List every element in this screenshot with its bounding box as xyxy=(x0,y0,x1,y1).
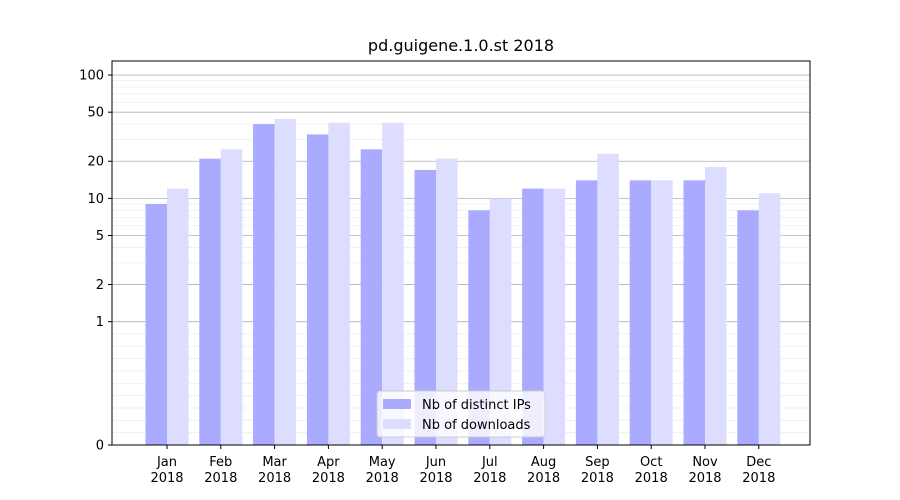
bar-distinct-ips xyxy=(468,210,490,445)
bar-downloads xyxy=(220,149,243,445)
bar-distinct-ips xyxy=(199,158,221,445)
bar-distinct-ips xyxy=(575,180,598,445)
bar-distinct-ips xyxy=(737,210,759,445)
y-tick-label: 5 xyxy=(96,229,104,244)
x-tick-label: Feb 2018 xyxy=(204,455,237,486)
bar-downloads xyxy=(328,122,350,445)
x-tick-label: Aug 2018 xyxy=(527,455,560,486)
bar-distinct-ips xyxy=(360,149,383,445)
legend-label: Nb of distinct IPs xyxy=(422,398,531,413)
legend: Nb of distinct IPs Nb of downloads xyxy=(376,390,546,438)
legend-box xyxy=(376,390,546,438)
bar-distinct-ips xyxy=(414,169,436,445)
bar-downloads xyxy=(167,188,189,446)
x-tick-label: Sep 2018 xyxy=(581,455,614,486)
bar-distinct-ips xyxy=(253,124,275,445)
y-tick-label: 1 xyxy=(96,315,104,330)
bar-downloads xyxy=(597,153,619,445)
y-tick-label: 50 xyxy=(87,106,104,121)
bar-distinct-ips xyxy=(306,134,329,446)
x-tick-label: May 2018 xyxy=(366,455,399,486)
chart-title: pd.guigene.1.0.st 2018 xyxy=(368,36,554,55)
bar-distinct-ips xyxy=(683,180,705,445)
x-tick-label: Nov 2018 xyxy=(688,455,721,486)
legend-swatch xyxy=(383,419,411,429)
y-tick-label: 0 xyxy=(96,439,104,454)
bar-downloads xyxy=(382,122,404,445)
bar-distinct-ips xyxy=(629,180,652,445)
bar-distinct-ips xyxy=(145,204,167,445)
bar-distinct-ips xyxy=(522,188,544,446)
x-tick-label: Jul 2018 xyxy=(473,455,506,486)
y-tick-label: 10 xyxy=(87,192,104,207)
plot-frame xyxy=(111,60,811,446)
bar-downloads xyxy=(489,198,512,445)
bar-downloads xyxy=(274,119,297,446)
legend-swatch xyxy=(383,399,411,409)
bars xyxy=(145,119,781,446)
x-axis: Jan 2018 Feb 2018 Mar 2018 Apr 2018 May 2018 Jun 20… xyxy=(150,445,775,486)
bar-downloads xyxy=(436,158,458,445)
x-tick-label: Mar 2018 xyxy=(258,455,291,486)
x-tick-label: Oct 2018 xyxy=(635,455,668,486)
y-tick-label: 20 xyxy=(87,155,104,170)
x-tick-label: Jan 2018 xyxy=(150,455,183,486)
legend-label: Nb of downloads xyxy=(422,418,531,433)
bar-downloads xyxy=(705,166,727,445)
x-tick-label: Dec 2018 xyxy=(742,455,775,486)
x-tick-label: Apr 2018 xyxy=(312,455,345,486)
bar-downloads xyxy=(543,188,566,446)
bar-downloads xyxy=(651,180,673,445)
y-tick-label: 100 xyxy=(79,69,104,84)
x-tick-label: Jun 2018 xyxy=(419,455,452,486)
y-tick-label: 2 xyxy=(96,278,104,293)
bar-downloads xyxy=(758,193,781,445)
y-axis: 0 1 2 5 10 20 50 100 xyxy=(79,69,112,454)
